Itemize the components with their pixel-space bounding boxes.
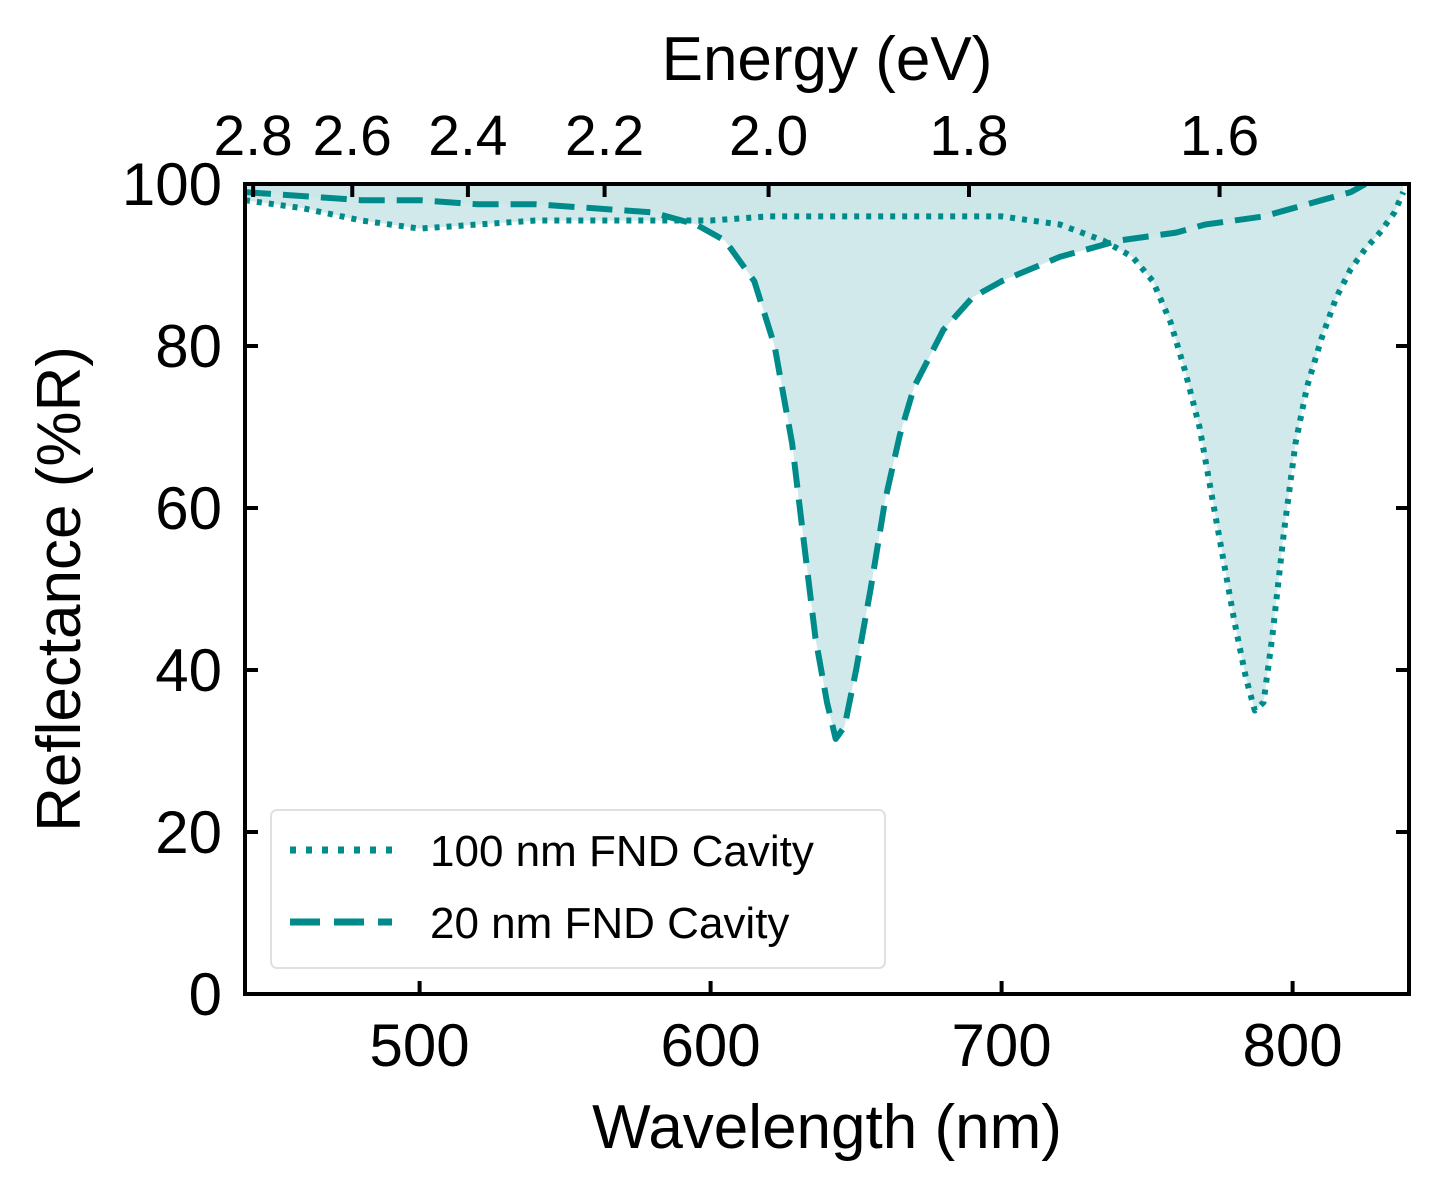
x-tick-label-700: 700 [952,1012,1052,1079]
y-tick-label-80: 80 [155,313,222,380]
legend-label-20nm: 20 nm FND Cavity [430,899,789,948]
top-tick-label-4: 2.0 [729,104,808,168]
top-tick-label-2: 2.4 [428,104,507,168]
legend-label-100nm: 100 nm FND Cavity [430,827,814,876]
legend: 100 nm FND Cavity 20 nm FND Cavity [270,809,886,969]
y-axis-label: Reflectance (%R) [25,346,94,832]
top-tick-label-1: 2.6 [313,104,392,168]
y-tick-label-100: 100 [122,151,222,218]
x-tick-label-800: 800 [1243,1012,1343,1079]
y-tick-label-0: 0 [189,961,222,1028]
top-tick-label-6: 1.6 [1180,104,1259,168]
top-tick-label-3: 2.2 [565,104,644,168]
series-fill-1 [245,184,1366,739]
series-line-1 [244,181,1367,742]
top-tick-label-0: 2.8 [214,104,293,168]
legend-box [270,809,886,969]
y-tick-label-40: 40 [155,637,222,704]
x-tick-label-600: 600 [661,1012,761,1079]
series-layer [244,181,1406,742]
top-axis-label: Energy (eV) [662,25,993,94]
series-fill-0 [245,184,1404,711]
y-tick-label-60: 60 [155,475,222,542]
y-tick-label-20: 20 [155,799,222,866]
top-tick-label-5: 1.8 [929,104,1008,168]
x-axis-label: Wavelength (nm) [592,1093,1062,1162]
plot-frame [243,182,1411,996]
fill-layer [245,184,1404,739]
series-line-0 [244,190,1406,714]
tick-layer [245,182,1409,996]
x-tick-label-500: 500 [370,1012,470,1079]
